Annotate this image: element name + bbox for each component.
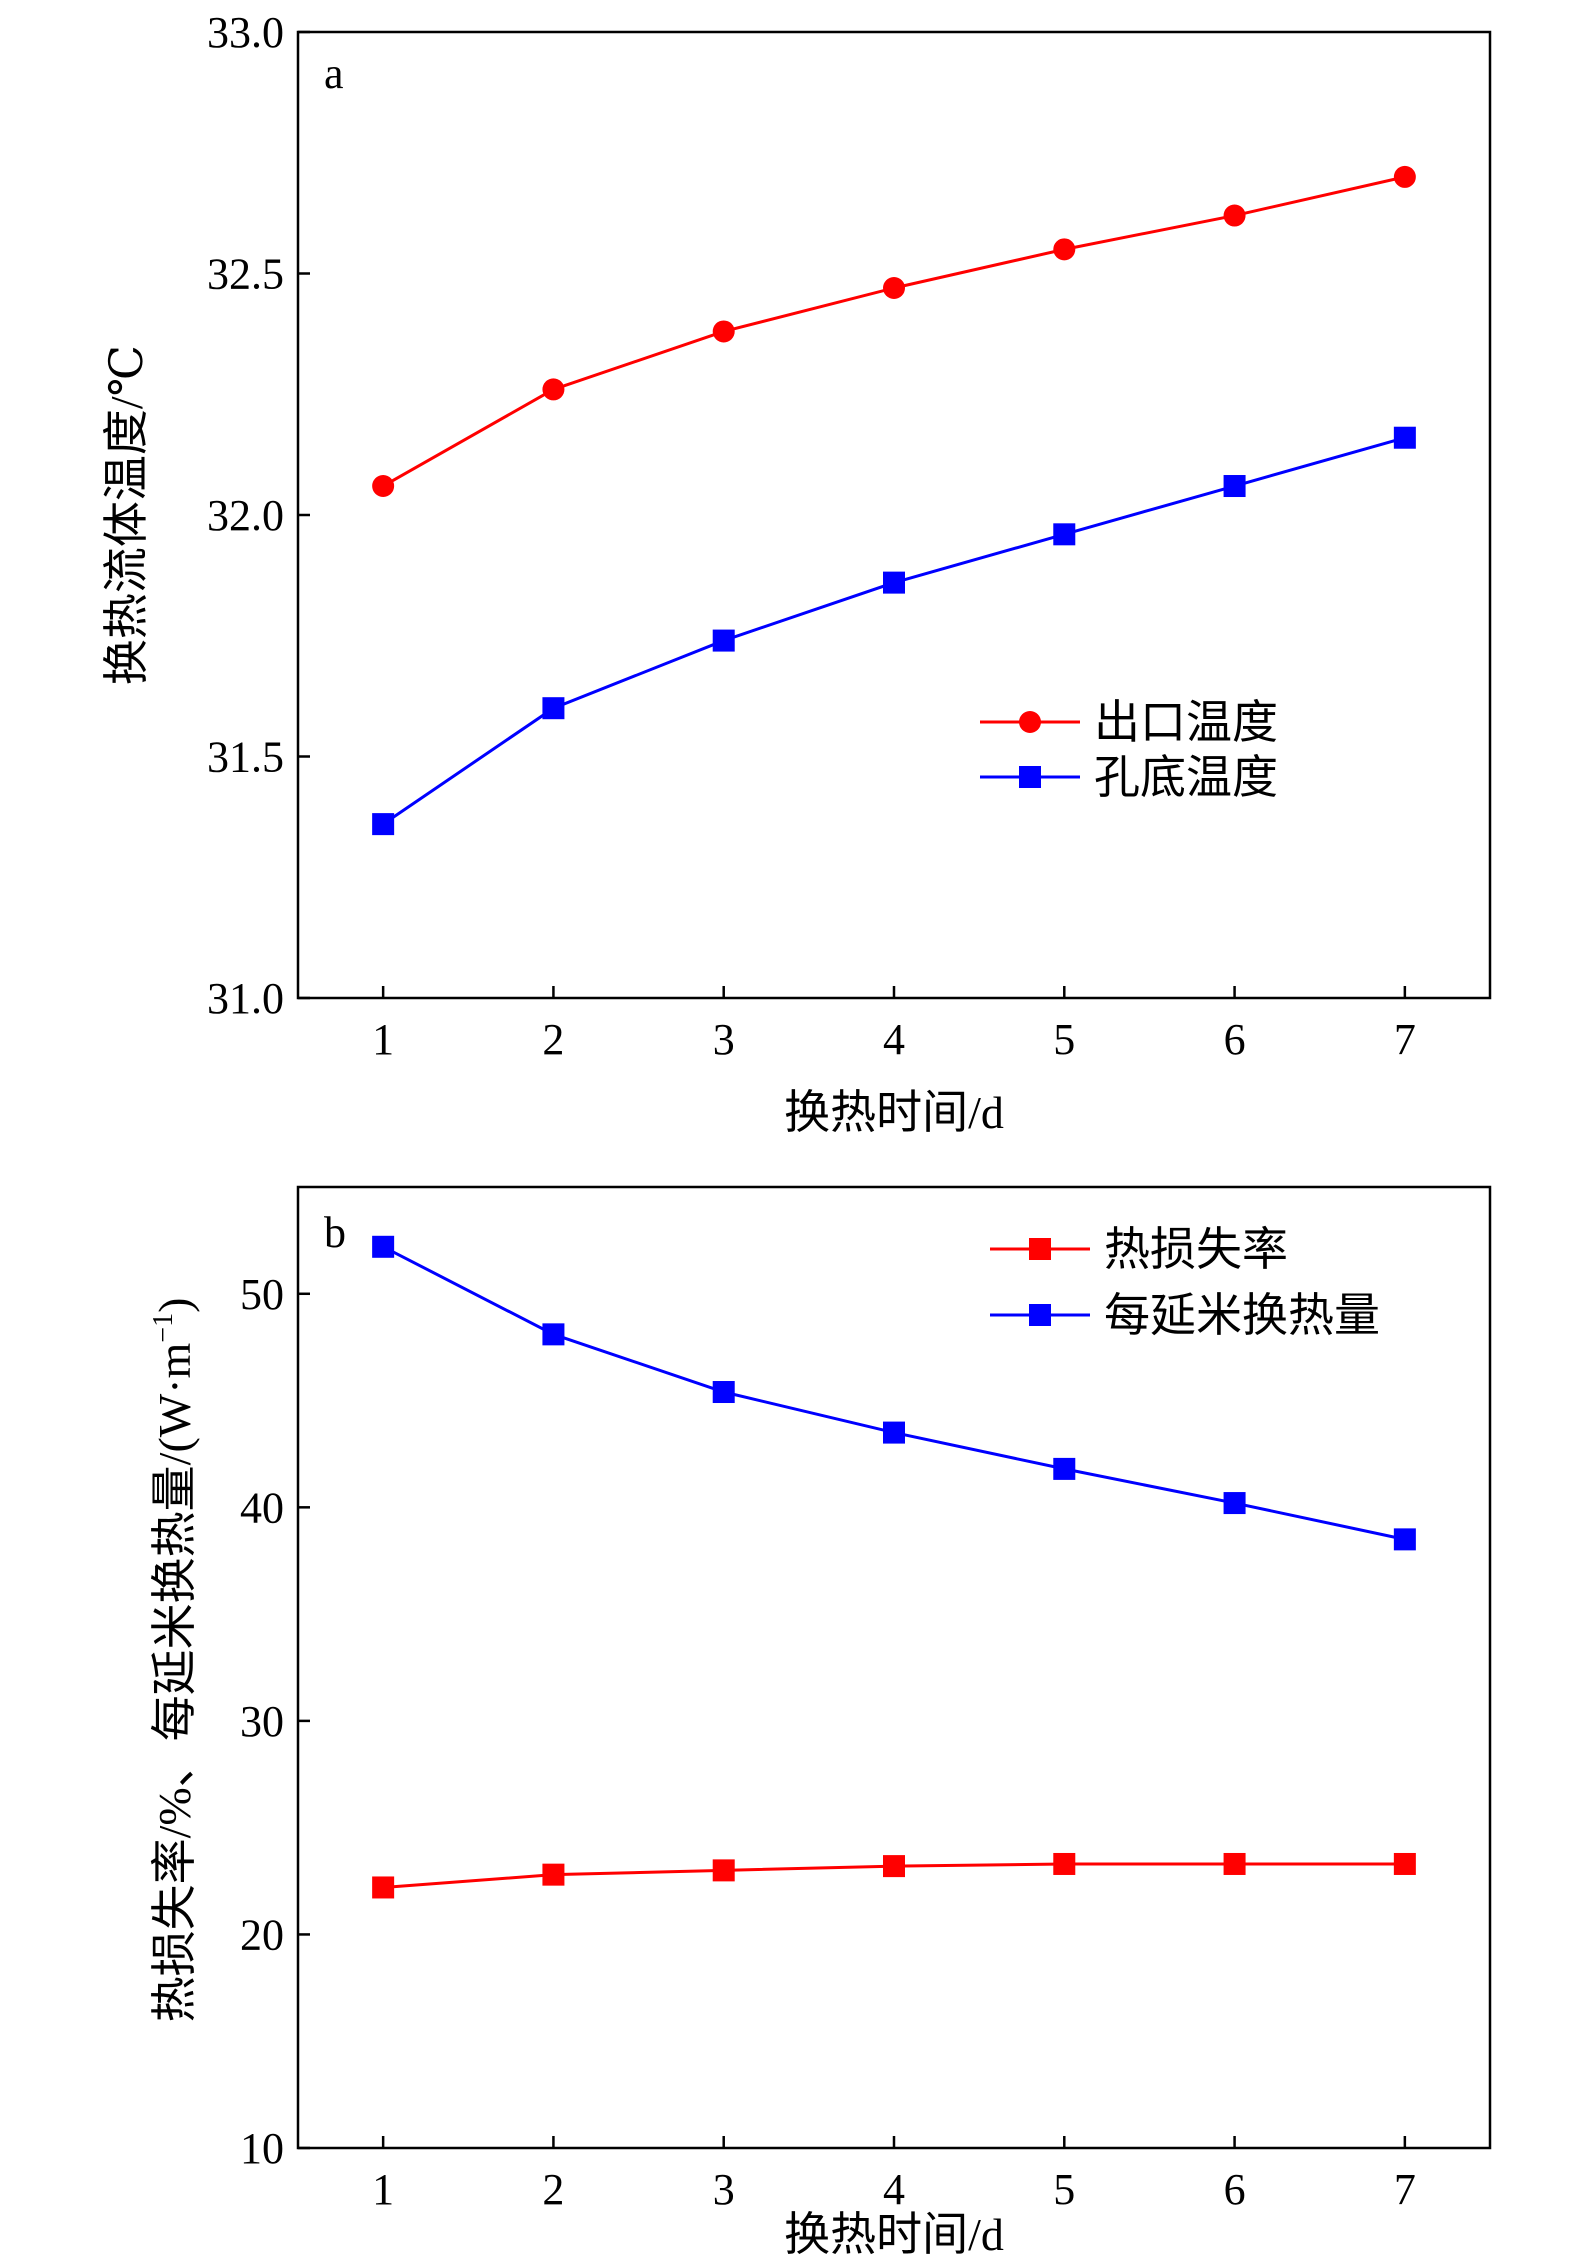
- point-b-1-4: [1053, 1457, 1076, 1480]
- point-a-0-6: [1393, 165, 1416, 188]
- legend-marker-a-1: [1019, 766, 1041, 788]
- chart-a: a 31.0 31.5 32.0 32.5 33.0 1 2 3 4 5 6 7 换热时间/d 换热…: [101, 8, 1492, 1138]
- y-axis-title-a: 换热流体温度/℃: [101, 345, 152, 685]
- point-b-0-4: [1053, 1852, 1076, 1875]
- point-a-1-4: [1053, 523, 1076, 546]
- y-tick-label-a-1: 31.5: [207, 733, 284, 782]
- y-tick-label-b-0: 10: [240, 2124, 284, 2173]
- y-tick-label-b-4: 50: [240, 1270, 284, 1319]
- plot-frame-a: [296, 30, 1492, 1000]
- legend-item-b-0: 热损失率: [990, 1224, 1288, 1275]
- point-b-0-3: [883, 1855, 905, 1878]
- x-tick-label-b-0: 1: [372, 2165, 394, 2214]
- x-tick-label-b-4: 5: [1053, 2165, 1075, 2214]
- y-axis-title-b: 热损失率/%、每延米换热量/(W·m−1): [148, 1298, 200, 2023]
- series-line-a-0: [382, 175, 1406, 488]
- x-tick-label-b-5: 6: [1224, 2165, 1246, 2214]
- point-b-0-2: [712, 1859, 735, 1882]
- y-tick-label-a-0: 31.0: [207, 974, 284, 1023]
- x-axis-ticks-b: 1 2 3 4 5 6 7: [372, 2136, 1416, 2214]
- panel-label-a: a: [324, 49, 344, 98]
- y-tick-label-a-4: 33.0: [207, 8, 284, 57]
- point-a-0-5: [1223, 204, 1246, 227]
- point-b-1-6: [1393, 1528, 1416, 1551]
- point-a-1-2: [712, 629, 735, 652]
- point-a-0-1: [542, 378, 565, 401]
- point-a-1-6: [1393, 426, 1416, 449]
- point-b-1-1: [542, 1323, 565, 1346]
- point-a-0-4: [1053, 238, 1076, 261]
- y-tick-label-b-2: 30: [240, 1697, 284, 1746]
- point-a-1-3: [883, 571, 905, 594]
- point-a-0-2: [712, 320, 735, 343]
- point-a-0-0: [372, 475, 395, 498]
- x-axis-title-a: 换热时间/d: [784, 1087, 1004, 1138]
- y-tick-label-a-2: 32.0: [207, 491, 284, 540]
- legend-label-b-0: 热损失率: [1104, 1224, 1288, 1275]
- x-tick-label-b-3: 4: [883, 2165, 905, 2214]
- x-tick-label-a-0: 1: [372, 1015, 394, 1064]
- x-tick-label-a-2: 3: [713, 1015, 735, 1064]
- legend-marker-b-1: [1029, 1304, 1051, 1326]
- point-b-1-5: [1223, 1492, 1246, 1515]
- y-tick-label-b-1: 20: [240, 1910, 284, 1959]
- x-tick-label-a-6: 7: [1394, 1015, 1416, 1064]
- point-a-1-5: [1223, 475, 1246, 498]
- legend-label-a-0: 出口温度: [1094, 697, 1278, 748]
- point-b-1-3: [883, 1421, 905, 1444]
- legend-label-b-1: 每延米换热量: [1104, 1290, 1380, 1341]
- point-b-1-0: [372, 1235, 395, 1258]
- x-tick-label-b-1: 2: [542, 2165, 564, 2214]
- point-a-1-0: [372, 813, 395, 836]
- x-tick-label-a-1: 2: [542, 1015, 564, 1064]
- legend-marker-b-0: [1029, 1238, 1051, 1260]
- y-axis-ticks-b: 10 20 30 40 50: [240, 1270, 310, 2173]
- y-axis-ticks-a: 31.0 31.5 32.0 32.5 33.0: [207, 8, 310, 1023]
- x-tick-label-a-5: 6: [1224, 1015, 1246, 1064]
- y-axis-title-b-suffix: ): [149, 1298, 200, 1313]
- y-axis-title-b-main: 热损失率/%、每延米换热量/(W·m: [149, 1342, 200, 2022]
- x-tick-label-a-3: 4: [883, 1015, 905, 1064]
- point-b-0-1: [542, 1863, 565, 1886]
- legend-a: 出口温度 孔底温度: [980, 697, 1278, 803]
- legend-b: 热损失率 每延米换热量: [990, 1224, 1380, 1341]
- x-tick-label-a-4: 5: [1053, 1015, 1075, 1064]
- legend-label-a-1: 孔底温度: [1094, 752, 1278, 803]
- y-tick-label-b-3: 40: [240, 1483, 284, 1532]
- legend-item-b-1: 每延米换热量: [990, 1290, 1380, 1341]
- legend-marker-a-0: [1019, 711, 1041, 733]
- x-tick-label-b-2: 3: [713, 2165, 735, 2214]
- point-a-1-1: [542, 697, 565, 720]
- point-b-0-6: [1393, 1852, 1416, 1875]
- x-axis-title-b: 换热时间/d: [784, 2209, 1004, 2260]
- y-tick-label-a-3: 32.5: [207, 250, 284, 299]
- legend-item-a-1: 孔底温度: [980, 752, 1278, 803]
- chart-b: b 10 20 30 40 50 1 2 3 4 5 6 7 换热时间/d 热损失率/%、每延米换热…: [148, 1185, 1492, 2260]
- panel-label-b: b: [324, 1208, 346, 1257]
- point-a-0-3: [883, 276, 905, 299]
- legend-item-a-0: 出口温度: [980, 697, 1278, 748]
- series-layer-a: [372, 165, 1416, 836]
- point-b-1-2: [712, 1381, 735, 1404]
- x-tick-label-b-6: 7: [1394, 2165, 1416, 2214]
- point-b-0-0: [372, 1876, 395, 1899]
- x-axis-ticks-a: 1 2 3 4 5 6 7: [372, 986, 1416, 1064]
- y-axis-title-b-sup: −1: [148, 1313, 179, 1343]
- point-b-0-5: [1223, 1852, 1246, 1875]
- series-layer-b: [372, 1235, 1416, 1899]
